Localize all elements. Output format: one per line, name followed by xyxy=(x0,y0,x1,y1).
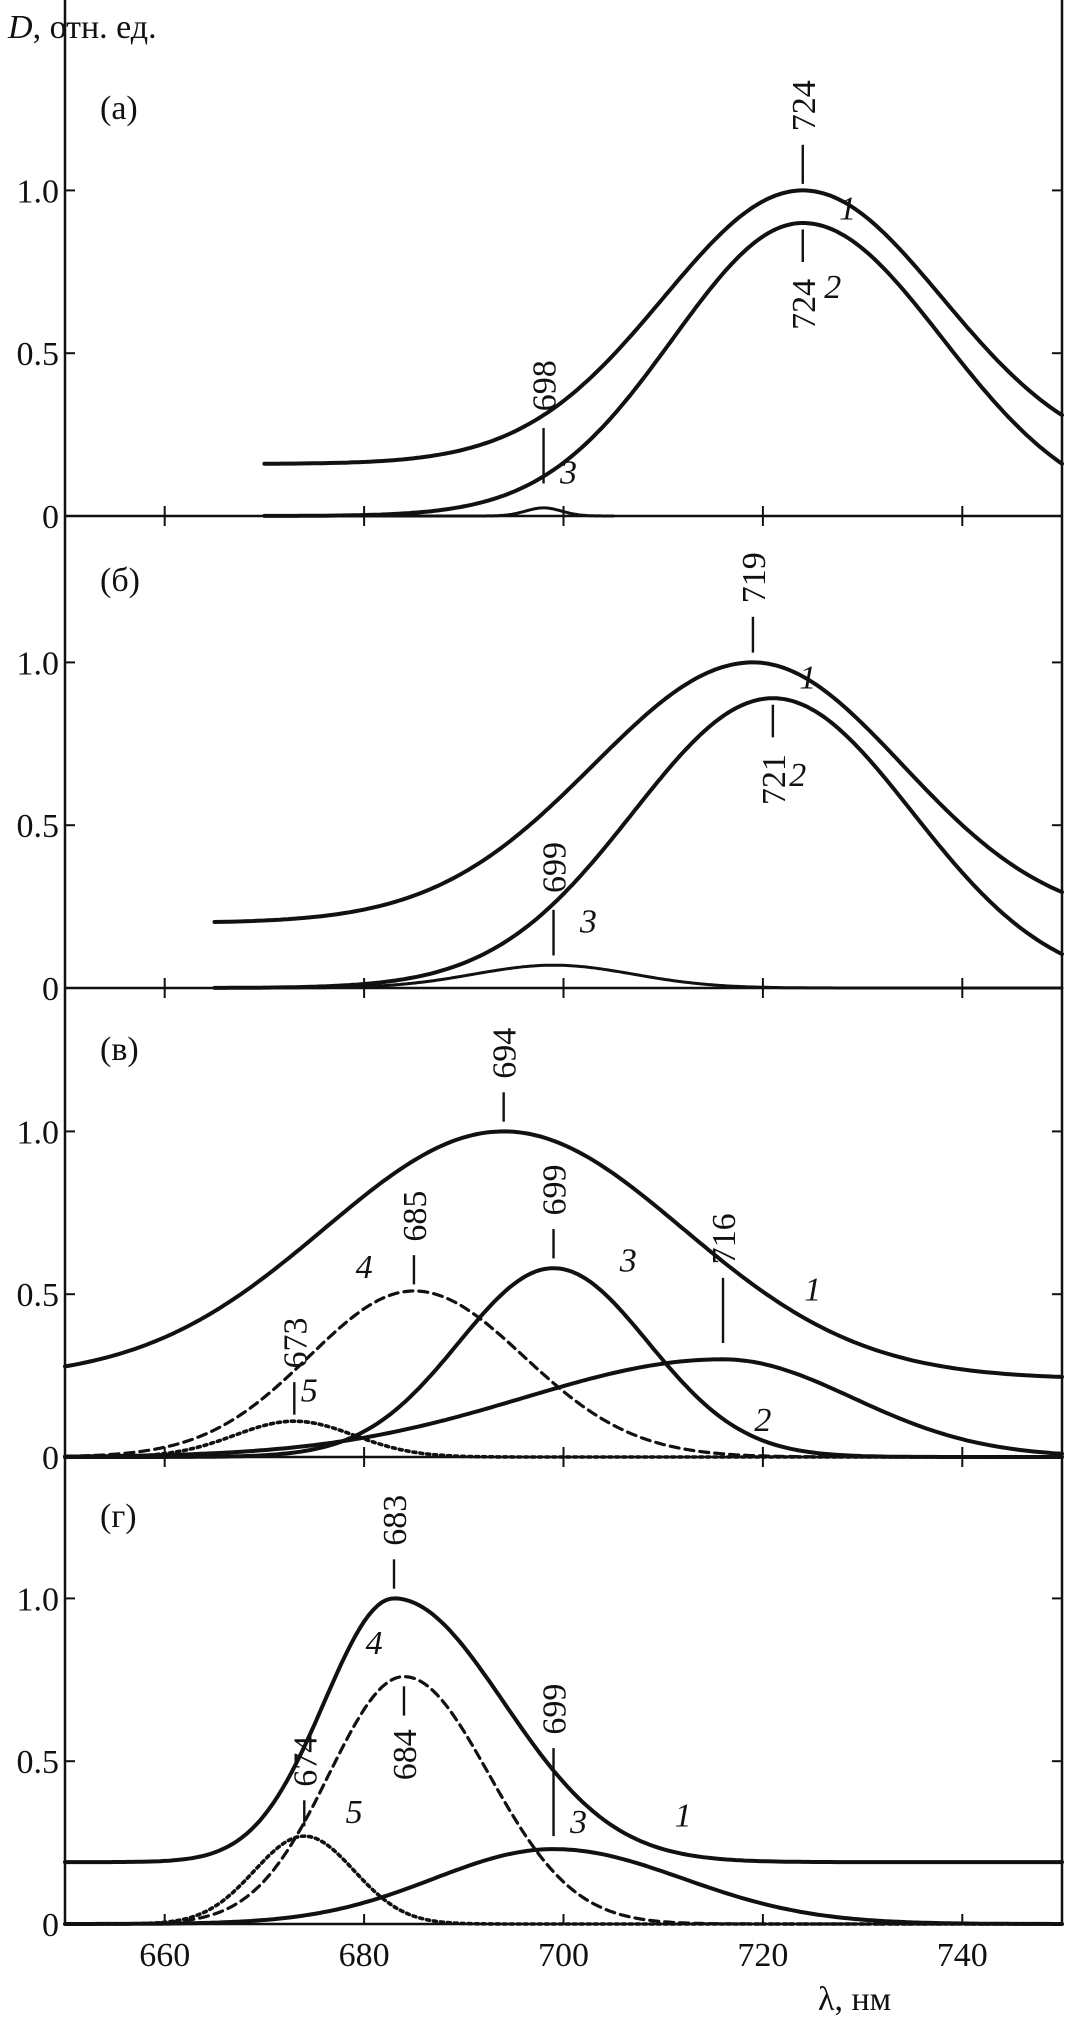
y-tick-label: 1.0 xyxy=(17,645,60,682)
peak-label: 685 xyxy=(397,1191,434,1242)
peak-label: 721 xyxy=(756,754,793,805)
curve-label-2: 2 xyxy=(824,269,841,306)
series-line-3 xyxy=(213,963,1064,990)
y-tick-label: 0.5 xyxy=(17,1277,60,1314)
panel-1: 0 0.5 1.0 (а) 1 2 3 724 724 698 xyxy=(17,80,1064,536)
y-tick-label: 0.5 xyxy=(17,808,60,845)
x-tick-label: 700 xyxy=(538,1937,589,1974)
series-line-5 xyxy=(63,1834,1064,1926)
series-line-1 xyxy=(63,1596,1064,1865)
series-line-4 xyxy=(63,1289,1064,1459)
x-tick-label: 660 xyxy=(139,1937,190,1974)
panel-2: 0 0.5 1.0 (б) 1 2 3 719 721 699 xyxy=(17,516,1064,1008)
curve-label-1: 1 xyxy=(675,1797,692,1834)
curve-label-3: 3 xyxy=(619,1242,637,1279)
panel-label: (а) xyxy=(100,90,138,127)
peak-label: 684 xyxy=(387,1729,424,1780)
y-tick-label: 0 xyxy=(42,971,59,1008)
peak-label: 719 xyxy=(736,552,773,603)
y-axis-label-units: , отн. ед. xyxy=(33,9,157,46)
x-tick-label: 720 xyxy=(737,1937,788,1974)
series-line-2 xyxy=(63,1357,1064,1459)
panels: 0 0.5 1.0 (а) 1 2 3 724 724 698 0 0.5 1.0 (б) 1 2 3 719 72… xyxy=(17,80,1064,1974)
y-tick-label: 1.0 xyxy=(17,173,60,210)
series-line-1 xyxy=(63,1129,1064,1379)
peak-label: 698 xyxy=(527,360,564,411)
y-tick-label: 0.5 xyxy=(17,336,60,373)
y-tick-label: 1.0 xyxy=(17,1581,60,1618)
curve-label-1: 1 xyxy=(799,659,816,696)
curve-label-1: 1 xyxy=(839,191,856,228)
series-line-2 xyxy=(262,221,1064,518)
panel-label: (г) xyxy=(100,1498,137,1535)
series-line-3 xyxy=(63,1847,1064,1926)
panel-label: (б) xyxy=(100,562,140,599)
y-axis-label-symbol: D xyxy=(7,9,33,46)
peak-label: 694 xyxy=(487,1028,524,1079)
curve-label-3: 3 xyxy=(569,1804,587,1841)
peak-label: 699 xyxy=(537,1165,574,1216)
panel-3: 0 0.5 1.0 (в) 1 2 3 4 5 694 685 699 716 673 xyxy=(17,988,1064,1477)
peak-label: 724 xyxy=(786,279,823,330)
y-tick-label: 0 xyxy=(42,1907,59,1944)
y-tick-label: 0 xyxy=(42,1440,59,1477)
y-tick-label: 0.5 xyxy=(17,1744,60,1781)
curve-label-5: 5 xyxy=(301,1373,318,1410)
panel-label: (в) xyxy=(100,1031,139,1068)
curve-label-3: 3 xyxy=(579,904,597,941)
peak-label: 724 xyxy=(786,80,823,131)
curve-label-4: 4 xyxy=(366,1625,383,1662)
panel-4: 660 680 700 720 740 0 0.5 1.0 (г) 1 3 4 5 683 684 699 67… xyxy=(17,1457,1064,1974)
x-tick-label: 740 xyxy=(937,1937,988,1974)
peak-label: 683 xyxy=(377,1495,414,1546)
figure-frame xyxy=(63,0,1064,1924)
series-line-1 xyxy=(212,660,1064,924)
x-tick-label: 680 xyxy=(339,1937,390,1974)
series-line-2 xyxy=(212,696,1064,990)
y-tick-label: 0 xyxy=(42,499,59,536)
y-tick-label: 1.0 xyxy=(17,1114,60,1151)
curve-label-1: 1 xyxy=(804,1272,821,1309)
peak-label: 674 xyxy=(287,1736,324,1787)
peak-label: 699 xyxy=(537,842,574,893)
x-axis-label: λ, нм xyxy=(818,1981,891,2018)
y-axis-label: D, отн. ед. xyxy=(7,9,157,46)
series-line-3 xyxy=(262,506,615,518)
curve-label-5: 5 xyxy=(346,1794,363,1831)
curve-label-4: 4 xyxy=(356,1249,373,1286)
curve-label-2: 2 xyxy=(789,757,806,794)
peak-label: 716 xyxy=(706,1213,743,1264)
peak-label: 673 xyxy=(277,1318,314,1369)
series-line-1 xyxy=(262,188,1064,466)
curve-label-3: 3 xyxy=(559,454,577,491)
peak-label: 699 xyxy=(537,1684,574,1735)
curve-label-2: 2 xyxy=(754,1402,771,1439)
